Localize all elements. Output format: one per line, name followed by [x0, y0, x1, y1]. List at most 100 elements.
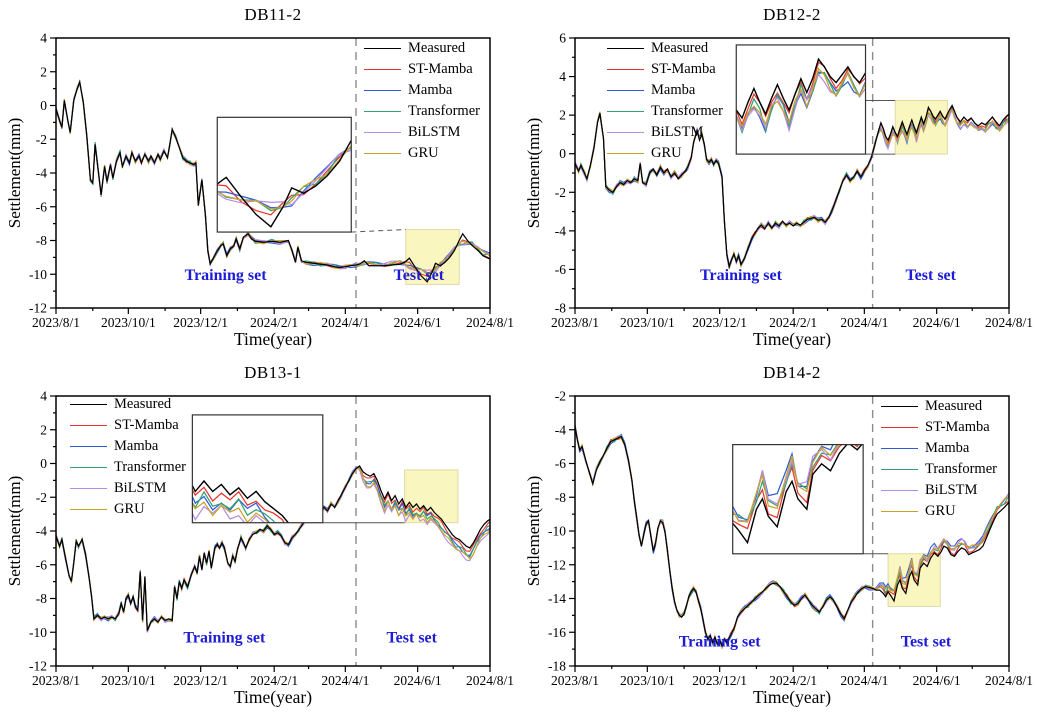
legend-label: Mamba [408, 82, 453, 99]
y-tick-label: -10 [29, 625, 47, 640]
y-tick-label: -2 [36, 132, 47, 147]
test_set-label: Test set [386, 629, 437, 646]
inset-border [191, 414, 324, 524]
y-tick-label: -8 [555, 490, 566, 505]
y-tick-label: 2 [40, 422, 47, 437]
series-measured [575, 104, 1009, 269]
legend-item-mamba: Mamba [364, 80, 480, 101]
x-tick-label: 2024/8/1 [466, 315, 514, 330]
legend-line-icon [70, 509, 107, 510]
y-tick-label: 0 [40, 456, 47, 471]
series-measured [575, 426, 1009, 648]
legend-item-measured: Measured [607, 38, 723, 59]
legend-item-transformer: Transformer [607, 101, 723, 122]
legend-label: ST-Mamba [925, 419, 990, 436]
legend-line-icon [607, 153, 644, 154]
x-tick-label: 2023/8/1 [551, 315, 599, 330]
legend-line-icon [607, 48, 644, 49]
inset-series-st-mamba [736, 61, 866, 126]
legend-label: BiLSTM [408, 124, 461, 141]
legend-line-icon [364, 132, 401, 133]
legend-line-icon [607, 69, 644, 70]
x-tick-label: 2024/4/1 [840, 315, 888, 330]
y-tick-label: -4 [555, 422, 566, 437]
x-tick-label: 2024/6/1 [913, 673, 961, 688]
x-axis-title: Time(year) [233, 687, 313, 707]
legend-line-icon [881, 427, 918, 428]
x-tick-label: 2024/2/1 [250, 673, 298, 688]
legend-line-icon [70, 404, 107, 405]
x-tick-label: 2024/2/1 [250, 315, 298, 330]
training_set-label: Training set [185, 267, 268, 284]
inset-series-st-mamba [732, 444, 860, 530]
x-tick-label: 2023/8/1 [551, 673, 599, 688]
legend-label: ST-Mamba [114, 417, 179, 434]
plot-area: -18 -16 -14 -12 -10 -8 -6 -4 -2 2023/8/1 2023/10/1… [548, 389, 1033, 689]
series-lines [56, 79, 490, 283]
plot-area: -8 -6 -4 -2 0 2 4 6 2023/8/1 2023/10/1 2023/12/1 20… [551, 31, 1033, 331]
training_set-label: Training set [183, 629, 266, 646]
inset-background [217, 117, 352, 233]
legend-label: Mamba [651, 82, 696, 99]
y-axis-title: Settlement(mm) [5, 117, 24, 229]
legend-line-icon [364, 69, 401, 70]
y-tick-label: -16 [548, 625, 566, 640]
y-tick-label: 4 [40, 389, 47, 404]
x-tick-label: 2024/8/1 [985, 315, 1033, 330]
y-tick-label: -4 [555, 223, 566, 238]
chart-title: DB11-2 [244, 5, 302, 24]
y-axis-title: Settlement(mm) [524, 117, 543, 229]
y-tick-label: -6 [36, 557, 47, 572]
y-tick-label: 6 [559, 31, 566, 46]
chart-cell-db11-2: -12 -10 -8 -6 -4 -2 0 2 4 2023/8/1 2023/10/1 2023/1… [0, 0, 519, 358]
legend: Measured ST-Mamba Mamba Transformer BiLSTM GR… [70, 394, 186, 520]
axes: -8 -6 -4 -2 0 2 4 6 2023/8/1 2023/10/1 2023/12/1 20… [551, 31, 1033, 331]
series-gru [575, 108, 1009, 269]
chart-cell-db14-2: -18 -16 -14 -12 -10 -8 -6 -4 -2 2023/8/1 2023/10/1… [519, 358, 1038, 716]
legend-item-gru: GRU [881, 501, 997, 522]
legend-item-st-mamba: ST-Mamba [607, 59, 723, 80]
test_set-label: Test set [901, 634, 952, 651]
x-axis-title: Time(year) [752, 329, 832, 349]
inset-series-bilstm [732, 444, 840, 522]
legend-item-mamba: Mamba [607, 80, 723, 101]
legend-label: Measured [925, 398, 983, 415]
legend-line-icon [70, 467, 107, 468]
series-measured [56, 465, 490, 631]
y-tick-label: -10 [29, 267, 47, 282]
legend-line-icon [881, 511, 918, 512]
legend-label: BiLSTM [925, 482, 978, 499]
inset-series [732, 444, 863, 545]
inset-series-gru [732, 444, 840, 523]
legend-label: Mamba [114, 438, 159, 455]
inset-border [732, 443, 864, 555]
inset-series-bilstm [192, 504, 266, 523]
legend-line-icon [881, 469, 918, 470]
chart-title: DB12-2 [763, 5, 821, 24]
y-tick-label: 2 [40, 64, 47, 79]
legend-label: Mamba [925, 440, 970, 457]
series-lines [575, 104, 1009, 269]
y-axis-title: Settlement(mm) [524, 475, 543, 587]
training_set-label: Training set [700, 267, 783, 284]
legend-item-st-mamba: ST-Mamba [881, 417, 997, 438]
x-tick-label: 2024/2/1 [769, 673, 817, 688]
y-tick-label: -6 [36, 199, 47, 214]
y-tick-label: -2 [555, 185, 566, 200]
test_set-label: Test set [905, 267, 956, 284]
axes: -12 -10 -8 -6 -4 -2 0 2 4 2023/8/1 2023/10/1 2023/1… [29, 389, 514, 689]
x-tick-label: 2023/10/1 [101, 673, 156, 688]
y-tick-label: -18 [548, 659, 566, 674]
x-tick-label: 2023/8/1 [32, 673, 80, 688]
y-tick-label: -8 [36, 233, 47, 248]
legend-item-bilstm: BiLSTM [881, 480, 997, 501]
y-tick-label: -6 [555, 456, 566, 471]
legend-label: Transformer [408, 103, 480, 120]
legend: Measured ST-Mamba Mamba Transformer BiLSTM GR… [607, 38, 723, 164]
inset-series-mamba [732, 444, 834, 521]
series-measured [56, 79, 490, 283]
legend-line-icon [364, 90, 401, 91]
legend-label: GRU [925, 503, 956, 520]
legend-label: Measured [408, 40, 466, 57]
